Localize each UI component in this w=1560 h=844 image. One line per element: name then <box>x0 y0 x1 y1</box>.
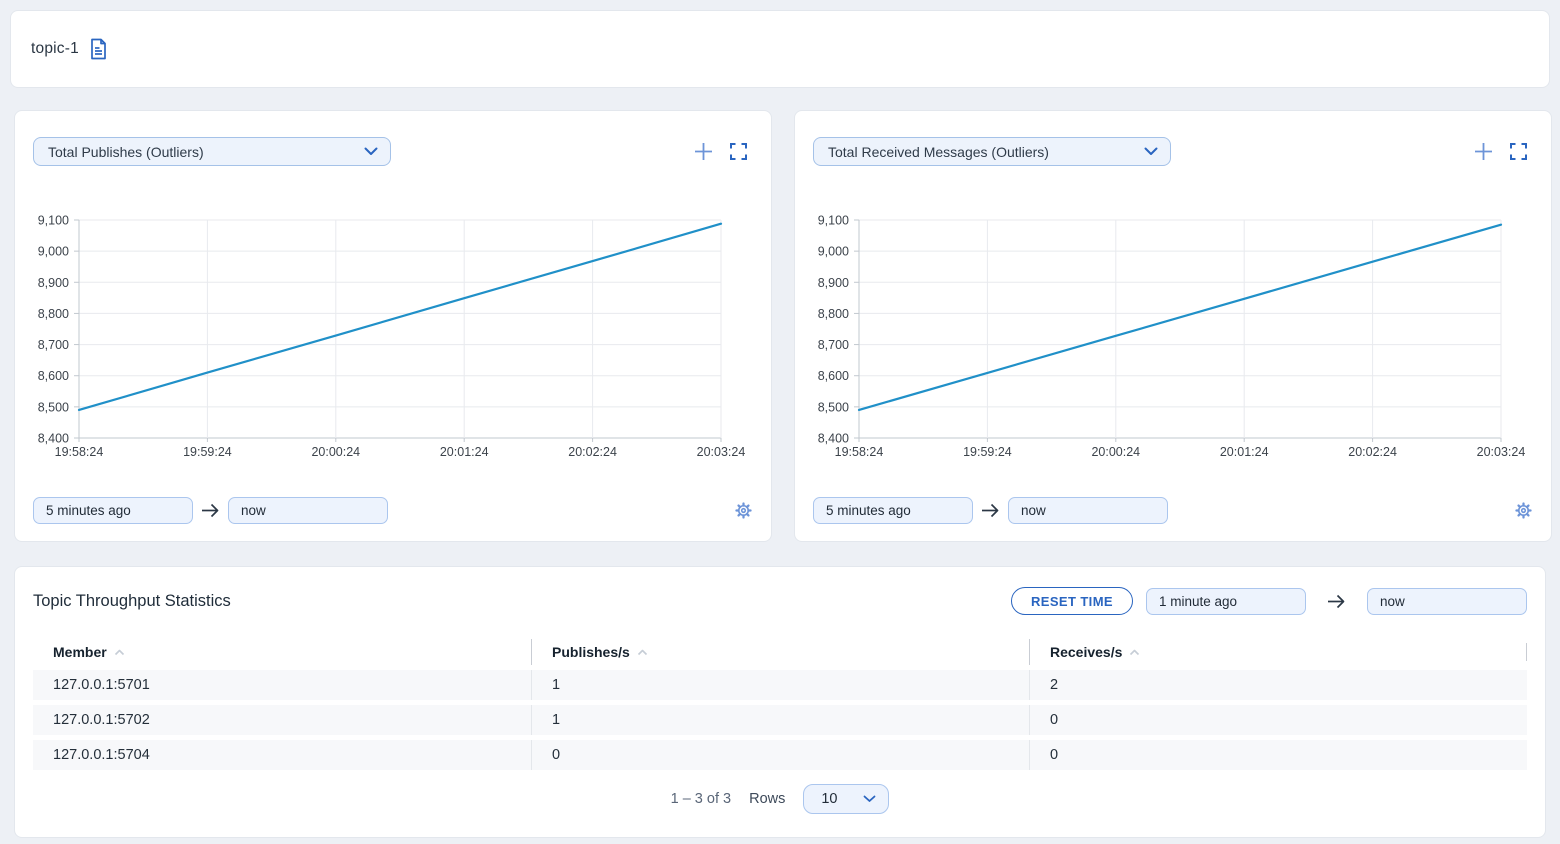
rows-per-page-select[interactable]: 10 <box>803 784 890 814</box>
svg-text:8,700: 8,700 <box>818 338 849 352</box>
arrow-right-icon <box>1327 594 1346 609</box>
chart-actions <box>1474 142 1533 161</box>
svg-text:8,500: 8,500 <box>818 400 849 414</box>
chevron-down-icon <box>364 143 378 161</box>
svg-text:8,900: 8,900 <box>38 276 69 290</box>
svg-text:20:02:24: 20:02:24 <box>568 445 617 459</box>
table-row: 127.0.0.1:5702 1 0 <box>33 705 1527 735</box>
topic-throughput-statistics-card: Topic Throughput Statistics RESET TIME M… <box>14 566 1546 838</box>
svg-text:19:58:24: 19:58:24 <box>55 445 104 459</box>
svg-text:8,400: 8,400 <box>818 432 849 446</box>
metric-selector-label: Total Publishes (Outliers) <box>48 143 204 160</box>
chart-actions <box>694 142 753 161</box>
metric-selector[interactable]: Total Received Messages (Outliers) <box>813 137 1171 166</box>
svg-text:8,600: 8,600 <box>38 369 69 383</box>
time-to-input[interactable] <box>228 497 388 524</box>
column-header-receives[interactable]: Receives/s <box>1029 639 1527 665</box>
svg-text:20:03:24: 20:03:24 <box>1477 445 1526 459</box>
member-cell: 127.0.0.1:5704 <box>53 747 150 763</box>
svg-text:20:01:24: 20:01:24 <box>440 445 489 459</box>
svg-text:20:03:24: 20:03:24 <box>697 445 746 459</box>
receives-cell: 0 <box>1029 705 1527 735</box>
member-cell: 127.0.0.1:5701 <box>53 677 150 693</box>
publishes-cell: 1 <box>531 705 1029 735</box>
chart-panel-received: Total Received Messages (Outliers) 9,100… <box>794 110 1552 542</box>
receives-cell: 2 <box>1029 670 1527 700</box>
receives-cell: 0 <box>1029 740 1527 770</box>
svg-text:19:59:24: 19:59:24 <box>963 445 1012 459</box>
svg-text:9,000: 9,000 <box>818 245 849 259</box>
stats-header: Topic Throughput Statistics RESET TIME <box>33 587 1527 615</box>
svg-text:8,500: 8,500 <box>38 400 69 414</box>
table-body: 127.0.0.1:5701 1 2 127.0.0.1:5702 1 0 127.0.0.… <box>33 670 1527 770</box>
time-to-input[interactable] <box>1008 497 1168 524</box>
svg-text:8,700: 8,700 <box>38 338 69 352</box>
add-chart-icon[interactable] <box>1474 142 1493 161</box>
table-row: 127.0.0.1:5701 1 2 <box>33 670 1527 700</box>
chart-area: 9,100 9,000 8,900 8,800 8,700 8,600 8,500 8,400… <box>33 210 753 467</box>
sort-caret-icon <box>637 649 647 655</box>
svg-text:20:02:24: 20:02:24 <box>1348 445 1397 459</box>
publishes-cell: 1 <box>531 670 1029 700</box>
time-from-input[interactable] <box>33 497 193 524</box>
svg-text:8,400: 8,400 <box>38 432 69 446</box>
stats-time-from-input[interactable] <box>1146 587 1306 615</box>
column-label: Publishes/s <box>552 644 630 660</box>
settings-gear-icon[interactable] <box>1514 501 1533 520</box>
stats-time-to-input[interactable] <box>1367 587 1527 615</box>
chart-time-controls <box>813 497 1533 524</box>
svg-text:20:00:24: 20:00:24 <box>311 445 360 459</box>
svg-text:8,800: 8,800 <box>818 307 849 321</box>
column-header-publishes[interactable]: Publishes/s <box>531 639 1029 665</box>
page-title: topic-1 <box>31 40 79 57</box>
column-header-member[interactable]: Member <box>33 639 531 665</box>
line-chart-publishes: 9,100 9,000 8,900 8,800 8,700 8,600 8,500 8,400… <box>38 214 746 460</box>
metric-selector-label: Total Received Messages (Outliers) <box>828 143 1049 160</box>
svg-text:20:01:24: 20:01:24 <box>1220 445 1269 459</box>
member-cell: 127.0.0.1:5702 <box>53 712 150 728</box>
table-pagination: 1 – 3 of 3 Rows 10 <box>33 784 1527 814</box>
chart-header: Total Publishes (Outliers) <box>33 137 753 166</box>
reset-time-button[interactable]: RESET TIME <box>1010 587 1133 615</box>
line-chart-received: 9,100 9,000 8,900 8,800 8,700 8,600 8,500 8,400… <box>818 214 1526 460</box>
arrow-right-icon <box>201 503 220 518</box>
document-icon[interactable] <box>89 38 108 60</box>
chevron-down-icon <box>863 795 876 802</box>
stats-time-controls: RESET TIME <box>1010 587 1527 615</box>
column-label: Member <box>53 644 107 660</box>
sort-caret-icon <box>1130 649 1140 655</box>
chevron-down-icon <box>1144 143 1158 161</box>
add-chart-icon[interactable] <box>694 142 713 161</box>
column-label: Receives/s <box>1050 644 1123 660</box>
settings-gear-icon[interactable] <box>734 501 753 520</box>
svg-text:9,100: 9,100 <box>818 214 849 228</box>
table-row: 127.0.0.1:5704 0 0 <box>33 740 1527 770</box>
svg-text:9,000: 9,000 <box>38 245 69 259</box>
stats-title: Topic Throughput Statistics <box>33 591 231 610</box>
chart-time-controls <box>33 497 753 524</box>
svg-text:19:59:24: 19:59:24 <box>183 445 232 459</box>
svg-text:20:00:24: 20:00:24 <box>1091 445 1140 459</box>
pagination-range: 1 – 3 of 3 <box>670 791 732 807</box>
svg-text:8,600: 8,600 <box>818 369 849 383</box>
sort-caret-icon <box>114 649 124 655</box>
arrow-right-icon <box>981 503 1000 518</box>
rows-per-page-label: Rows <box>749 791 786 807</box>
chart-area: 9,100 9,000 8,900 8,800 8,700 8,600 8,500 8,400… <box>813 210 1533 467</box>
publishes-cell: 0 <box>531 740 1029 770</box>
charts-row: Total Publishes (Outliers) 9,100 9,000 8,9… <box>14 110 1552 542</box>
svg-text:9,100: 9,100 <box>38 214 69 228</box>
metric-selector[interactable]: Total Publishes (Outliers) <box>33 137 391 166</box>
fullscreen-icon[interactable] <box>1510 143 1527 160</box>
rows-per-page-value: 10 <box>821 791 838 807</box>
svg-text:19:58:24: 19:58:24 <box>835 445 884 459</box>
fullscreen-icon[interactable] <box>730 143 747 160</box>
time-from-input[interactable] <box>813 497 973 524</box>
svg-text:8,800: 8,800 <box>38 307 69 321</box>
table-header: Member Publishes/s Receives/s <box>33 639 1527 665</box>
svg-text:8,900: 8,900 <box>818 276 849 290</box>
chart-panel-publishes: Total Publishes (Outliers) 9,100 9,000 8,9… <box>14 110 772 542</box>
chart-header: Total Received Messages (Outliers) <box>813 137 1533 166</box>
topic-header-card: topic-1 <box>10 10 1550 88</box>
